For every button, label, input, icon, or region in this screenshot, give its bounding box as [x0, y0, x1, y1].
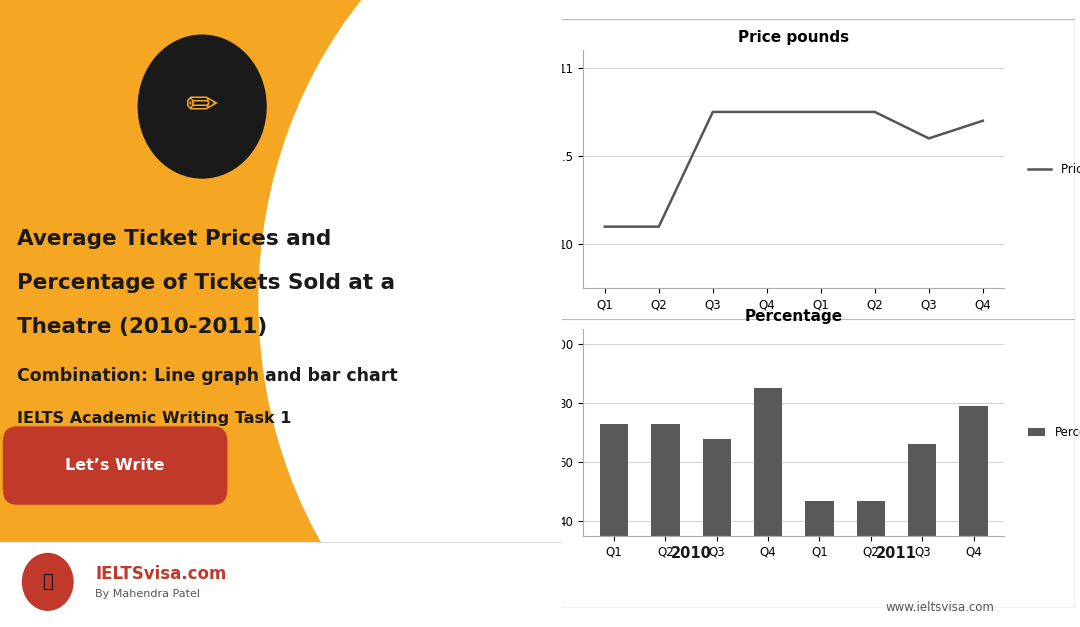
- Text: IELTSvisa.com: IELTSvisa.com: [95, 565, 227, 582]
- Circle shape: [21, 552, 75, 612]
- Text: Theatre (2010-2011): Theatre (2010-2011): [17, 317, 267, 337]
- Legend: Price pounds: Price pounds: [1023, 158, 1080, 181]
- Bar: [908, 445, 936, 627]
- FancyBboxPatch shape: [3, 426, 228, 505]
- Text: Average Ticket Prices and: Average Ticket Prices and: [17, 229, 332, 249]
- Title: Percentage: Percentage: [745, 309, 842, 324]
- Text: Percentage of Tickets Sold at a: Percentage of Tickets Sold at a: [17, 273, 395, 293]
- Bar: [599, 424, 629, 627]
- Bar: [959, 406, 988, 627]
- Text: IELTS Academic Writing Task 1: IELTS Academic Writing Task 1: [17, 411, 292, 426]
- Text: www.ieltsvisa.com: www.ieltsvisa.com: [886, 601, 994, 614]
- Title: Price pounds: Price pounds: [739, 30, 849, 45]
- Text: ✏: ✏: [186, 88, 218, 125]
- Text: By Mahendra Patel: By Mahendra Patel: [95, 589, 201, 599]
- Text: Let’s Write: Let’s Write: [66, 458, 165, 473]
- Bar: [754, 388, 782, 627]
- Bar: [806, 500, 834, 627]
- Legend: Percent: Percent: [1023, 421, 1080, 444]
- Bar: [651, 424, 679, 627]
- Text: Combination: Line graph and bar chart: Combination: Line graph and bar chart: [17, 367, 397, 385]
- Bar: [703, 438, 731, 627]
- Bar: [0, 542, 562, 627]
- Text: 2011: 2011: [876, 547, 917, 561]
- Text: 🎓: 🎓: [42, 573, 53, 591]
- Circle shape: [258, 0, 1067, 627]
- Bar: [856, 500, 885, 627]
- Text: 2010: 2010: [671, 547, 712, 561]
- Circle shape: [137, 34, 267, 179]
